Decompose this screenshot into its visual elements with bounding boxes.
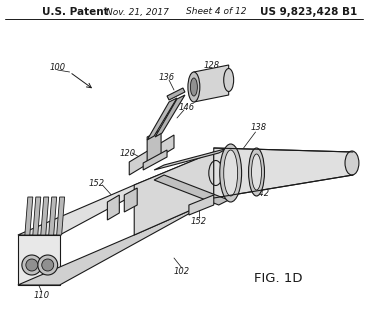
Polygon shape xyxy=(18,200,214,285)
Polygon shape xyxy=(154,175,229,205)
Polygon shape xyxy=(33,197,41,235)
Polygon shape xyxy=(124,188,137,212)
Polygon shape xyxy=(147,130,161,162)
Polygon shape xyxy=(18,152,214,235)
Polygon shape xyxy=(189,195,214,215)
Polygon shape xyxy=(214,148,353,198)
Polygon shape xyxy=(155,95,185,137)
Text: 142: 142 xyxy=(253,188,270,197)
Text: 120: 120 xyxy=(119,148,135,157)
Text: 138: 138 xyxy=(250,123,266,132)
Circle shape xyxy=(26,259,38,271)
Text: US 9,823,428 B1: US 9,823,428 B1 xyxy=(260,7,357,17)
Text: 128: 128 xyxy=(204,60,220,69)
Polygon shape xyxy=(57,197,65,235)
Polygon shape xyxy=(129,135,174,175)
Text: 152: 152 xyxy=(191,218,207,227)
Polygon shape xyxy=(49,197,57,235)
Text: U.S. Patent: U.S. Patent xyxy=(42,7,108,17)
Polygon shape xyxy=(25,197,33,235)
Ellipse shape xyxy=(191,78,197,96)
Circle shape xyxy=(22,255,42,275)
Text: –116: –116 xyxy=(313,170,334,179)
Ellipse shape xyxy=(188,72,200,102)
Text: 102: 102 xyxy=(174,268,190,277)
Polygon shape xyxy=(147,98,177,140)
Ellipse shape xyxy=(224,69,233,91)
Ellipse shape xyxy=(220,144,242,202)
Polygon shape xyxy=(143,150,167,170)
Polygon shape xyxy=(194,65,229,102)
Circle shape xyxy=(38,255,58,275)
Text: 152: 152 xyxy=(88,179,104,188)
Polygon shape xyxy=(134,152,214,235)
Text: 110: 110 xyxy=(34,290,50,299)
Text: FIG. 1D: FIG. 1D xyxy=(254,272,303,285)
Ellipse shape xyxy=(224,150,238,196)
Text: Nov. 21, 2017: Nov. 21, 2017 xyxy=(106,7,169,16)
Text: 136: 136 xyxy=(159,73,175,82)
Text: Sheet 4 of 12: Sheet 4 of 12 xyxy=(186,7,247,16)
Ellipse shape xyxy=(249,148,265,196)
Polygon shape xyxy=(167,88,185,100)
Polygon shape xyxy=(154,148,229,170)
Ellipse shape xyxy=(345,151,359,175)
Text: 100: 100 xyxy=(50,63,66,72)
Text: 146: 146 xyxy=(179,103,195,112)
Ellipse shape xyxy=(252,154,262,190)
Polygon shape xyxy=(41,197,49,235)
Circle shape xyxy=(42,259,54,271)
Polygon shape xyxy=(18,235,60,285)
Polygon shape xyxy=(107,195,119,220)
